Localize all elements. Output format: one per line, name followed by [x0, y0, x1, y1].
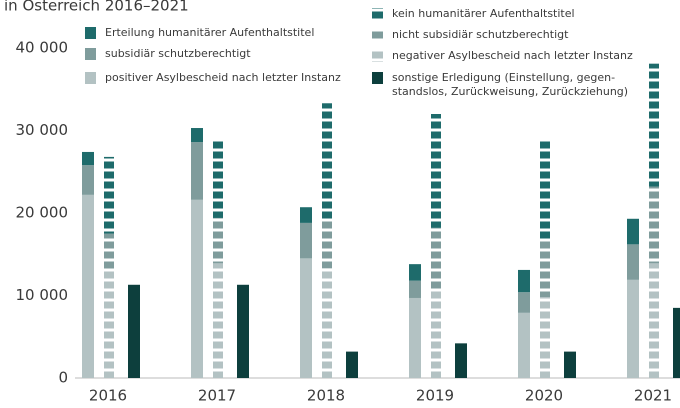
bar-segment: [518, 269, 530, 293]
y-tick-label: 0: [58, 369, 68, 387]
bar-segment: [627, 244, 639, 280]
y-tick-label: 10 000: [16, 286, 69, 304]
chart-title: in Österreich 2016–2021: [4, 0, 189, 15]
bar-segment: [128, 284, 140, 378]
bar-segment: [431, 227, 441, 290]
bar-segment: [213, 141, 223, 218]
bar-segment: [627, 218, 639, 245]
legend-swatch: [372, 72, 383, 84]
bar-segment: [213, 263, 223, 378]
y-tick-label: 20 000: [16, 204, 69, 222]
bar-segment: [431, 114, 441, 228]
bar-segment: [322, 268, 332, 378]
bar-segment: [627, 279, 639, 378]
bar-segment: [346, 351, 358, 378]
bar-segment: [455, 343, 467, 378]
bar-segment: [673, 307, 680, 378]
bar-segment: [649, 263, 659, 378]
bar-segment: [104, 233, 114, 270]
y-tick-label: 40 000: [16, 39, 69, 57]
legend-swatch: [85, 27, 96, 39]
bar-segment: [300, 222, 312, 259]
bar-segment: [540, 241, 550, 298]
x-tick-label: 2017: [198, 387, 236, 405]
bar-segment: [237, 284, 249, 378]
bar-segment: [540, 297, 550, 378]
bar-segment: [409, 297, 421, 378]
bar-segment: [409, 264, 421, 281]
x-tick-label: 2016: [89, 387, 127, 405]
legend-swatch: [85, 72, 96, 84]
bar-segment: [322, 103, 332, 220]
bar-segment: [322, 219, 332, 269]
bar-segment: [213, 217, 223, 264]
bar-segment: [191, 199, 203, 378]
y-tick-label: 30 000: [16, 121, 69, 139]
bar-segment: [191, 128, 203, 143]
bar-segment: [518, 312, 530, 378]
bar-segment: [191, 142, 203, 200]
bar-segment: [564, 351, 576, 378]
legend-label: positiver Asylbescheid nach letzter Inst…: [105, 71, 341, 84]
bar-segment: [300, 207, 312, 223]
legend-label: Erteilung humanitärer Aufenthaltstitel: [105, 26, 315, 39]
bar-segment: [82, 165, 94, 195]
bar-segment: [104, 156, 114, 234]
legend-label: sonstige Erledigung (Einstellung, gegen-…: [392, 71, 629, 98]
legend-swatch: [372, 50, 383, 62]
legend-label: subsidiär schutzberechtigt: [105, 47, 251, 60]
x-tick-label: 2019: [416, 387, 454, 405]
bar-segment: [409, 280, 421, 298]
bar-segment: [82, 194, 94, 378]
legend-label: nicht subsidiär schutzberechtigt: [392, 28, 569, 41]
bar-segment: [649, 63, 659, 187]
bar-segment: [518, 292, 530, 313]
x-tick-label: 2018: [307, 387, 345, 405]
bar-segment: [431, 289, 441, 378]
legend-swatch: [85, 48, 96, 60]
bar-segment: [540, 138, 550, 242]
legend-label: negativer Asylbescheid nach letzter Inst…: [392, 49, 633, 62]
x-tick-label: 2020: [525, 387, 563, 405]
bar-segment: [82, 151, 94, 166]
bar-segment: [104, 269, 114, 378]
legend-swatch: [372, 8, 383, 20]
bar-segment: [649, 186, 659, 264]
bar-segment: [300, 258, 312, 378]
legend-label: kein humanitärer Aufenthaltstitel: [392, 7, 575, 20]
x-tick-label: 2021: [634, 387, 672, 405]
legend-swatch: [372, 29, 383, 41]
